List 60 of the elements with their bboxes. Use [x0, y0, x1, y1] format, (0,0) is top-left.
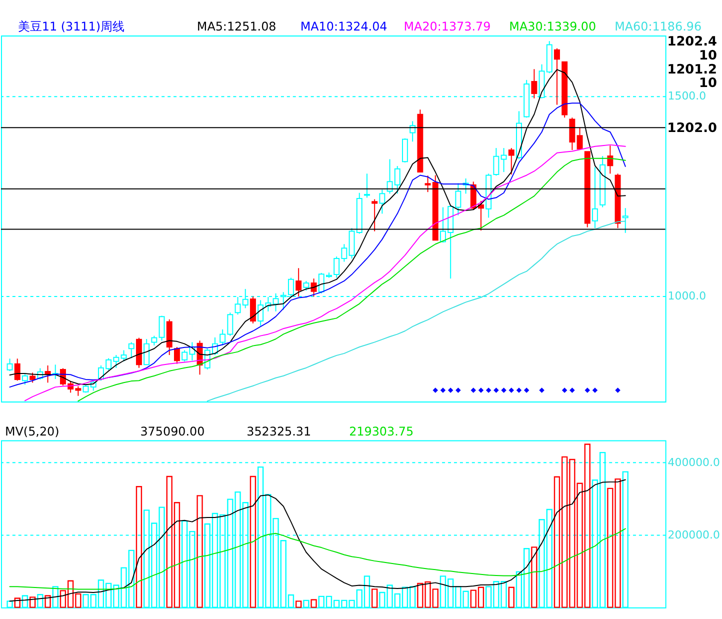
- text: 1202.4: [667, 34, 718, 50]
- candlestick: [508, 148, 514, 175]
- y-tick-label: 400000.0: [668, 456, 720, 469]
- candlestick: [402, 138, 408, 163]
- candlestick: [576, 127, 583, 151]
- text: 219303.75: [349, 424, 414, 438]
- text: MV(5,20): [4, 424, 60, 438]
- candlestick: [128, 342, 134, 359]
- bar: [531, 546, 538, 608]
- text: 375090.00: [140, 424, 205, 438]
- candlestick: [364, 173, 370, 198]
- candlestick: [622, 208, 628, 234]
- candlestick: [554, 48, 560, 106]
- candlestick: [379, 189, 386, 214]
- text: MA5:1251.08: [196, 20, 276, 34]
- y-tick-label: 1500.0: [668, 89, 706, 102]
- candlestick: [151, 335, 158, 346]
- candlestick: [607, 145, 614, 174]
- y-tick-label: 200000.0: [668, 528, 720, 542]
- text: 352325.31: [246, 424, 312, 438]
- text: 10: [699, 76, 718, 92]
- bar: [508, 586, 514, 608]
- candlestick: [174, 346, 180, 364]
- candlestick: [6, 358, 13, 372]
- bar: [29, 596, 36, 608]
- bar: [14, 598, 20, 608]
- bar: [44, 595, 51, 608]
- candlestick: [30, 372, 36, 384]
- line-series: [9, 479, 626, 602]
- candlestick: [569, 117, 576, 151]
- candlestick: [120, 350, 127, 362]
- candlestick: [310, 278, 317, 298]
- candlestick: [531, 68, 538, 99]
- candlestick: [22, 374, 28, 386]
- y-tick-label: 1000.0: [668, 290, 706, 303]
- candlestick: [158, 315, 165, 342]
- chart-title: 美豆11 (3111)周线: [18, 20, 125, 34]
- bar: [371, 588, 378, 608]
- candlestick: [250, 296, 256, 324]
- text: MA10:1324.04: [300, 20, 388, 34]
- text: 10: [699, 48, 718, 64]
- text: MA20:1373.79: [404, 20, 491, 34]
- candlestick: [303, 280, 310, 292]
- bar: [310, 599, 317, 608]
- candlestick: [592, 166, 598, 229]
- candlestick: [14, 358, 20, 382]
- candlestick: [500, 148, 507, 173]
- bar: [250, 476, 256, 608]
- candlestick: [410, 120, 416, 142]
- line-series: [206, 220, 626, 402]
- candlestick: [372, 198, 378, 232]
- text: MA60:1186.96: [614, 20, 702, 34]
- line-series: [9, 528, 626, 590]
- text: MA30:1339.00: [509, 20, 596, 34]
- text: 1201.2: [667, 62, 718, 78]
- candlestick: [296, 268, 302, 298]
- bar: [136, 486, 142, 608]
- bar: [295, 600, 302, 608]
- text: 1202.0: [667, 120, 718, 136]
- bar: [196, 495, 203, 608]
